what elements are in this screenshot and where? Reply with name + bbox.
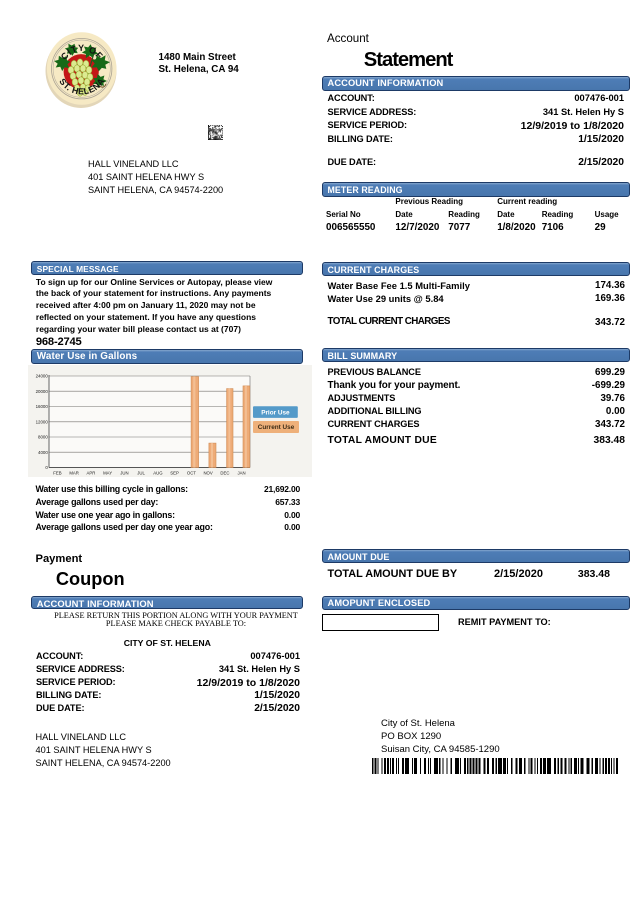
svg-text:MAR: MAR	[69, 471, 79, 476]
svg-text:8000: 8000	[38, 435, 48, 440]
svg-text:NOV: NOV	[203, 471, 212, 476]
svg-text:JUL: JUL	[137, 471, 145, 476]
svg-text:FEB: FEB	[53, 471, 61, 476]
svg-text:20000: 20000	[35, 389, 48, 394]
svg-text:Prior Use: Prior Use	[261, 409, 290, 416]
svg-text:SEP: SEP	[170, 471, 179, 476]
svg-text:DEC: DEC	[220, 471, 229, 476]
svg-text:Current Use: Current Use	[257, 424, 294, 431]
svg-text:OCT: OCT	[186, 471, 195, 476]
svg-text:MAY: MAY	[103, 471, 112, 476]
svg-text:12000: 12000	[35, 419, 48, 424]
svg-text:JUN: JUN	[120, 471, 128, 476]
svg-text:0: 0	[45, 465, 48, 470]
svg-text:4000: 4000	[38, 450, 48, 455]
svg-text:APR: APR	[86, 471, 95, 476]
svg-text:24000: 24000	[35, 374, 48, 379]
svg-text:16000: 16000	[35, 404, 48, 409]
svg-text:JAN: JAN	[237, 471, 245, 476]
svg-text:AUG: AUG	[153, 471, 163, 476]
